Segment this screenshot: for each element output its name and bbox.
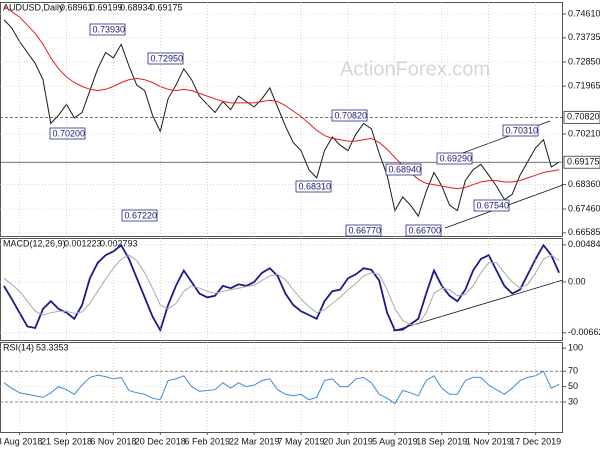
rsi-value: 53.3353 xyxy=(36,342,69,352)
annotation-box xyxy=(385,163,422,176)
annotation: 0.73930 xyxy=(93,24,126,34)
annotation-box xyxy=(89,23,126,36)
y-tick-label: 0.74610 xyxy=(568,8,600,18)
annotation: 0.69290 xyxy=(440,153,473,163)
macd-frame xyxy=(0,238,563,341)
y-tick-label: 50 xyxy=(568,381,578,391)
signal-value: 0.002793 xyxy=(100,238,138,248)
annotation-box xyxy=(121,209,158,222)
annotation: 0.70310 xyxy=(506,125,539,135)
x-tick-label: 20 Dec 2018 xyxy=(135,436,186,446)
annotation: 0.66770 xyxy=(349,225,382,235)
y-tick-label: 0.73735 xyxy=(568,32,600,42)
y-tick-label: 0.68360 xyxy=(568,179,600,189)
rsi-frame xyxy=(0,342,563,433)
y-tick-label: 0.72850 xyxy=(568,56,600,66)
series-line xyxy=(3,370,560,405)
x-tick-label: 17 Dec 2019 xyxy=(510,436,561,446)
annotation: 0.68310 xyxy=(299,181,332,191)
y-tick-label: 70 xyxy=(568,366,578,376)
price-label: 0.69175 xyxy=(567,157,600,167)
ohlc-high: 0.69199 xyxy=(90,2,123,12)
x-tick-label: 21 Sep 2018 xyxy=(41,436,92,446)
annotation-box xyxy=(502,124,539,137)
price-box xyxy=(563,155,600,169)
series-line xyxy=(3,254,560,326)
macd-trendline xyxy=(392,279,564,332)
y-tick-label: -0.006624 xyxy=(568,327,600,337)
ohlc-open: 0.68961 xyxy=(60,2,93,12)
x-tick-label: 7 May 2019 xyxy=(278,436,325,446)
annotation: 0.67220 xyxy=(125,210,158,220)
price-frame xyxy=(0,2,563,237)
price-box xyxy=(563,110,600,124)
series-line xyxy=(3,19,560,218)
annotation-box xyxy=(147,52,184,65)
ohlc-close: 0.69175 xyxy=(150,2,183,12)
watermark: ActionForex.com xyxy=(340,58,490,80)
macd-value: 0.001223 xyxy=(64,238,102,248)
x-tick-label: 18 Sep 2019 xyxy=(416,436,467,446)
x-tick-label: 1 Nov 2019 xyxy=(466,436,512,446)
annotation-box xyxy=(49,127,86,140)
x-tick-label: 6 Feb 2019 xyxy=(184,436,230,446)
x-tick-label: 5 Aug 2019 xyxy=(372,436,418,446)
annotation: 0.72950 xyxy=(151,53,184,63)
annotation-box xyxy=(436,152,473,165)
annotation: 0.66700 xyxy=(409,225,442,235)
annotation-box xyxy=(405,224,442,237)
y-tick-label: 0.00 xyxy=(568,276,586,286)
macd-title: MACD(12,26,9) xyxy=(3,238,66,248)
price-label: 0.70820 xyxy=(567,112,600,122)
annotation: 0.70200 xyxy=(53,128,86,138)
series-line xyxy=(3,5,560,190)
y-tick-label: 30 xyxy=(568,396,578,406)
x-tick-label: 22 Mar 2019 xyxy=(229,436,280,446)
y-tick-label: 0.004847 xyxy=(568,239,600,249)
x-tick-label: 6 Nov 2018 xyxy=(90,436,136,446)
rsi-title: RSI(14) xyxy=(3,342,34,352)
annotation-box xyxy=(473,199,510,212)
annotation-box xyxy=(331,109,368,122)
y-tick-label: 0.70210 xyxy=(568,128,600,138)
y-tick-label: 0.71965 xyxy=(568,81,600,91)
annotation-box xyxy=(295,180,332,193)
annotation: 0.70820 xyxy=(335,110,368,120)
x-tick-label: 8 Aug 2018 xyxy=(0,436,42,446)
annotation: 0.67540 xyxy=(477,200,510,210)
annotation: 0.68940 xyxy=(389,164,422,174)
x-tick-label: 20 Jun 2019 xyxy=(323,436,373,446)
annotation-box xyxy=(345,224,382,237)
y-tick-label: 0.66585 xyxy=(568,227,600,237)
y-tick-label: 100 xyxy=(568,343,583,353)
series-line xyxy=(3,243,560,333)
chart-title: AUDUSD,Daily xyxy=(3,2,64,12)
y-tick-label: 0.67460 xyxy=(568,203,600,213)
ohlc-low: 0.68934 xyxy=(120,2,153,12)
